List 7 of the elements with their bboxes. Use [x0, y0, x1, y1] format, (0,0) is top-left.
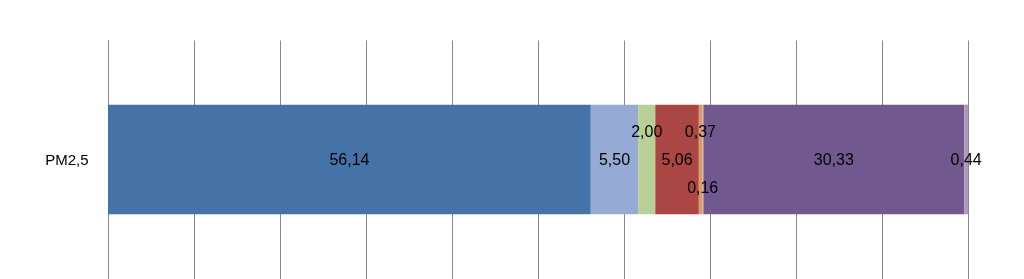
bar	[108, 104, 591, 215]
y-tick-label: PM2,5	[45, 150, 89, 168]
data-label: 56,14	[329, 150, 370, 168]
data-label: 30,33	[813, 150, 854, 168]
data-label: 5,50	[598, 150, 631, 168]
data-label: 0,44	[950, 150, 982, 168]
data-label: 5,06	[661, 150, 693, 168]
